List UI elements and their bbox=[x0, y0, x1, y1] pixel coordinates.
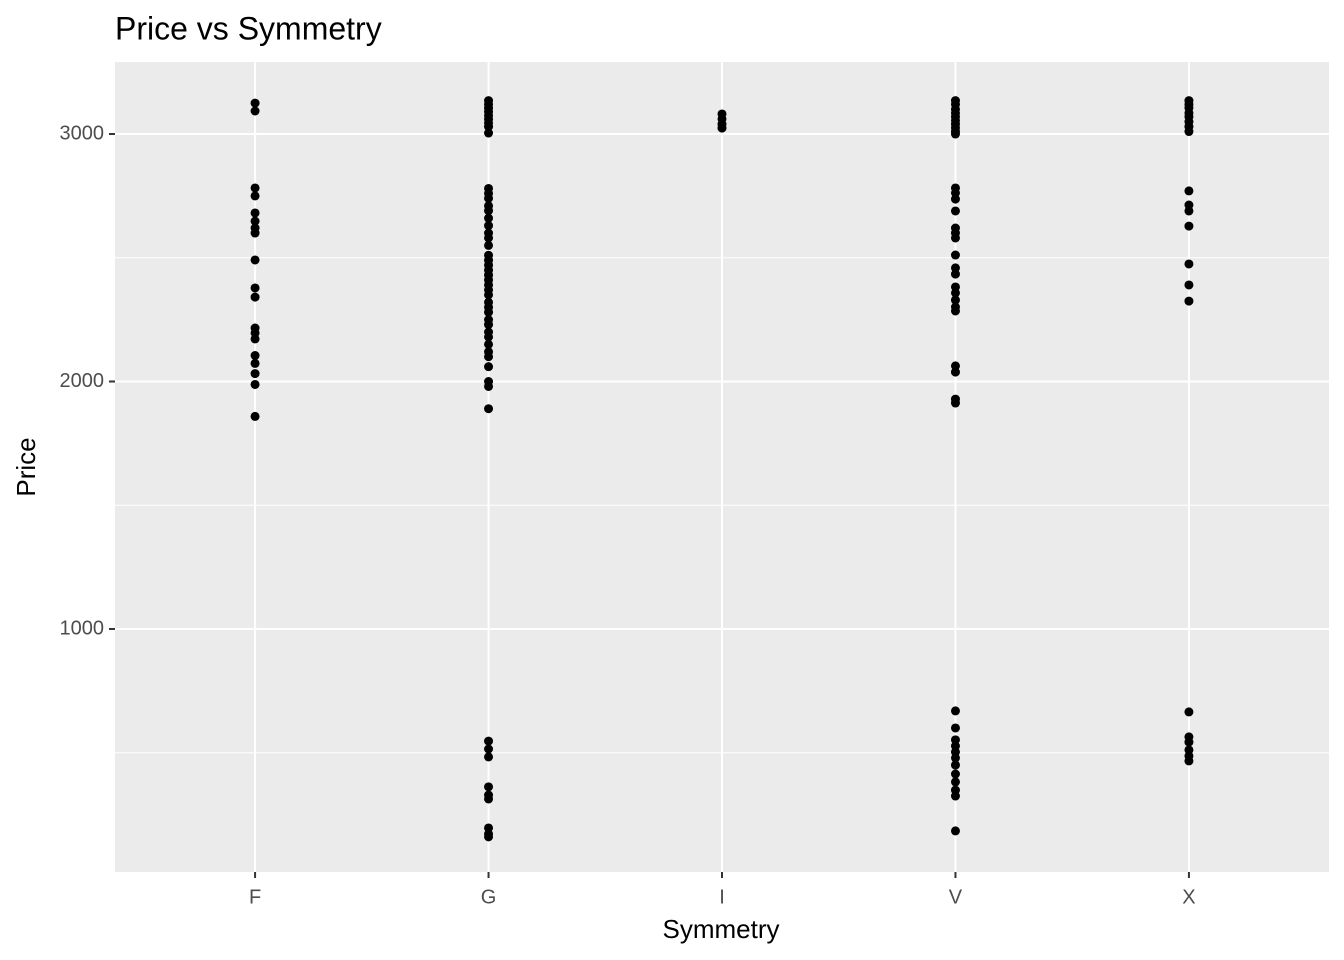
point bbox=[950, 361, 960, 371]
point bbox=[950, 777, 960, 787]
chart-title: Price vs Symmetry bbox=[115, 10, 382, 46]
point bbox=[484, 128, 494, 138]
point bbox=[250, 228, 260, 238]
point bbox=[950, 306, 960, 316]
point bbox=[950, 288, 960, 298]
point bbox=[250, 106, 260, 116]
point bbox=[484, 352, 494, 362]
point bbox=[484, 240, 494, 250]
point bbox=[1184, 707, 1194, 717]
point bbox=[950, 706, 960, 716]
point bbox=[484, 744, 494, 754]
point bbox=[950, 233, 960, 243]
point bbox=[484, 832, 494, 842]
x-axis-title: Symmetry bbox=[663, 914, 780, 944]
point bbox=[950, 398, 960, 408]
point bbox=[484, 794, 494, 804]
point bbox=[250, 334, 260, 344]
point bbox=[1184, 756, 1194, 766]
x-tick-label: X bbox=[1182, 886, 1195, 908]
y-tick-label: 3000 bbox=[60, 122, 105, 144]
point bbox=[950, 206, 960, 216]
point bbox=[484, 362, 494, 372]
point bbox=[717, 123, 727, 133]
point bbox=[250, 351, 260, 361]
point bbox=[1184, 737, 1194, 747]
point bbox=[250, 191, 260, 201]
point bbox=[950, 188, 960, 198]
point bbox=[950, 269, 960, 279]
point bbox=[484, 381, 494, 391]
x-tick-label: V bbox=[949, 886, 963, 908]
point bbox=[484, 307, 494, 317]
y-tick-label: 1000 bbox=[60, 617, 105, 639]
point bbox=[484, 221, 494, 231]
point bbox=[950, 826, 960, 836]
point bbox=[250, 183, 260, 193]
x-tick-label: F bbox=[249, 886, 261, 908]
y-axis-title: Price bbox=[11, 437, 41, 496]
point bbox=[484, 290, 494, 300]
point bbox=[250, 379, 260, 389]
point bbox=[250, 216, 260, 226]
point bbox=[1184, 221, 1194, 231]
point bbox=[250, 255, 260, 265]
point bbox=[950, 250, 960, 260]
x-tick-label: G bbox=[481, 886, 497, 908]
point bbox=[484, 404, 494, 414]
point bbox=[1184, 259, 1194, 269]
point bbox=[484, 233, 494, 243]
point bbox=[484, 332, 494, 342]
point bbox=[250, 283, 260, 293]
point bbox=[484, 320, 494, 330]
point bbox=[250, 208, 260, 218]
point bbox=[950, 194, 960, 204]
y-tick-label: 2000 bbox=[60, 370, 105, 392]
point bbox=[1184, 127, 1194, 137]
point bbox=[484, 122, 494, 132]
point bbox=[484, 339, 494, 349]
point bbox=[950, 367, 960, 377]
point bbox=[950, 263, 960, 273]
point bbox=[950, 769, 960, 779]
point bbox=[950, 760, 960, 770]
point bbox=[484, 206, 494, 216]
point bbox=[950, 129, 960, 139]
point bbox=[950, 791, 960, 801]
x-tick-label: I bbox=[719, 886, 725, 908]
point bbox=[1184, 206, 1194, 216]
point bbox=[250, 358, 260, 368]
point bbox=[250, 411, 260, 421]
point bbox=[950, 723, 960, 733]
point bbox=[484, 736, 494, 746]
point bbox=[484, 193, 494, 203]
point bbox=[950, 753, 960, 763]
point bbox=[250, 369, 260, 379]
point bbox=[484, 782, 494, 792]
point bbox=[950, 735, 960, 745]
point bbox=[250, 98, 260, 108]
point bbox=[1184, 186, 1194, 196]
point bbox=[950, 295, 960, 305]
point bbox=[484, 213, 494, 223]
point bbox=[250, 292, 260, 302]
point bbox=[1184, 280, 1194, 290]
point bbox=[1184, 296, 1194, 306]
point bbox=[484, 752, 494, 762]
